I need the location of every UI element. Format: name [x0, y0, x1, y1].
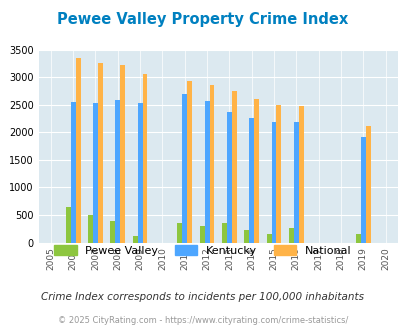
Bar — [70, 102, 75, 243]
Text: © 2025 CityRating.com - https://www.cityrating.com/crime-statistics/: © 2025 CityRating.com - https://www.city… — [58, 316, 347, 325]
Bar — [222, 223, 226, 243]
Bar — [271, 122, 276, 243]
Bar — [132, 236, 137, 243]
Bar — [231, 91, 236, 243]
Bar — [93, 103, 98, 243]
Bar — [115, 100, 120, 243]
Bar — [177, 223, 182, 243]
Bar — [293, 122, 298, 243]
Bar — [110, 221, 115, 243]
Bar — [298, 106, 303, 243]
Bar — [266, 234, 271, 243]
Legend: Pewee Valley, Kentucky, National: Pewee Valley, Kentucky, National — [50, 241, 355, 260]
Bar — [187, 82, 192, 243]
Bar — [182, 94, 187, 243]
Bar — [199, 226, 204, 243]
Bar — [120, 65, 125, 243]
Text: Crime Index corresponds to incidents per 100,000 inhabitants: Crime Index corresponds to incidents per… — [41, 292, 364, 302]
Bar — [88, 215, 93, 243]
Bar — [137, 103, 142, 243]
Bar — [365, 126, 370, 243]
Bar — [355, 234, 360, 243]
Bar — [276, 105, 281, 243]
Bar — [254, 99, 258, 243]
Bar — [249, 118, 254, 243]
Bar — [75, 58, 80, 243]
Bar — [244, 230, 249, 243]
Bar — [142, 74, 147, 243]
Text: Pewee Valley Property Crime Index: Pewee Valley Property Crime Index — [57, 12, 348, 26]
Bar — [360, 137, 365, 243]
Bar — [98, 63, 102, 243]
Bar — [66, 207, 70, 243]
Bar — [204, 101, 209, 243]
Bar — [288, 228, 293, 243]
Bar — [226, 112, 231, 243]
Bar — [209, 85, 214, 243]
